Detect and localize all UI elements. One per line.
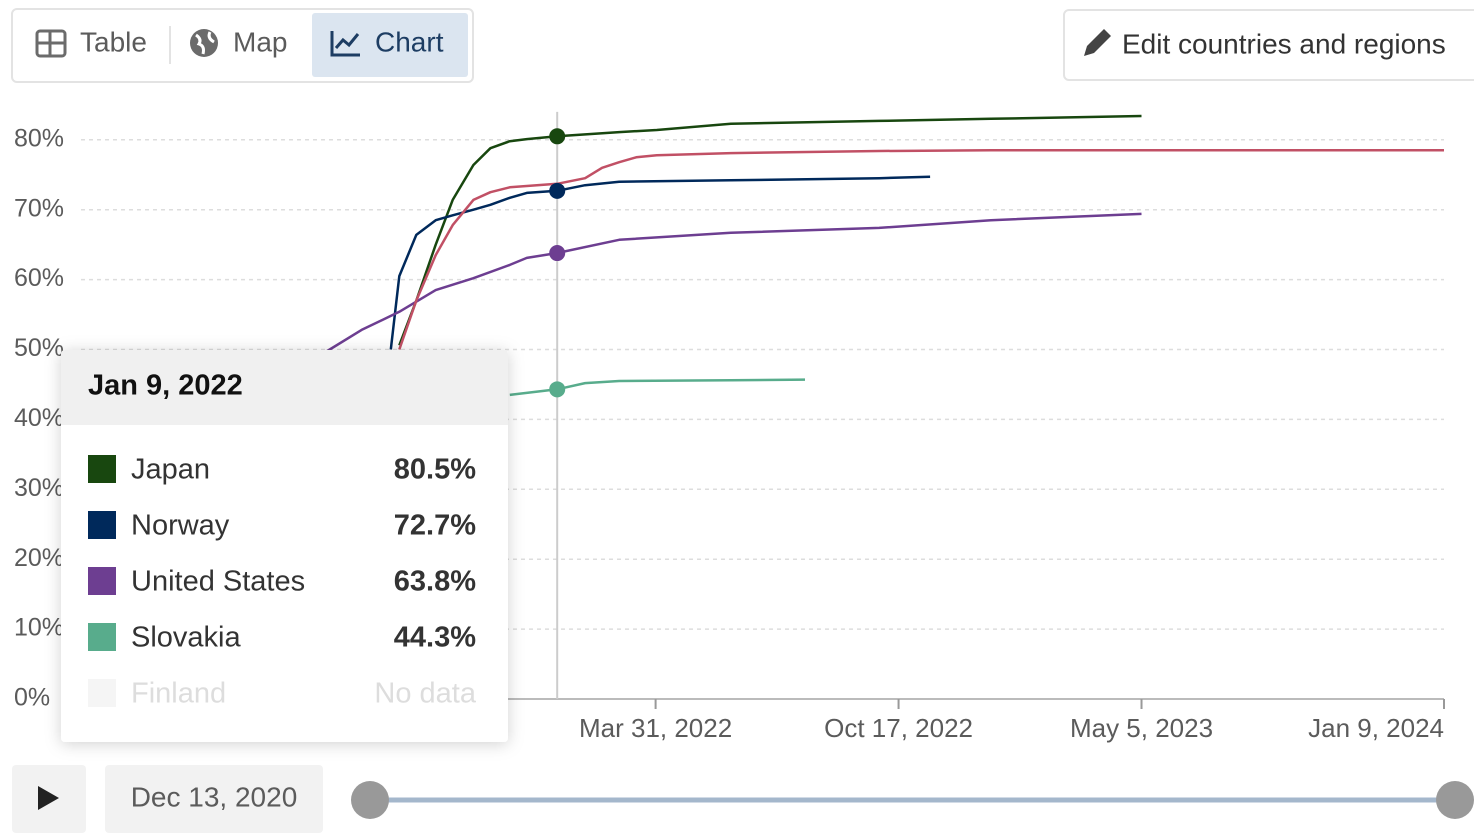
tab-label: Chart — [375, 26, 444, 57]
series-line — [398, 149, 1444, 350]
x-tick-label: Jan 9, 2024 — [1308, 713, 1444, 743]
timeline: Dec 13, 2020 — [12, 765, 1474, 833]
tooltip-swatch — [88, 567, 116, 595]
x-tick-label: Oct 17, 2022 — [824, 713, 973, 743]
tooltip-box — [61, 350, 508, 742]
tooltip-swatch — [88, 511, 116, 539]
tooltip-value: 72.7% — [394, 510, 476, 542]
play-icon — [38, 786, 59, 810]
slider-handle[interactable] — [1436, 781, 1474, 819]
tab-chart[interactable]: Chart — [312, 13, 468, 77]
x-tick-label: May 5, 2023 — [1070, 713, 1213, 743]
y-tick-label: 50% — [14, 334, 64, 362]
tab-map[interactable]: Map — [190, 26, 287, 57]
tooltip-swatch — [88, 623, 116, 651]
start-date-box — [105, 765, 323, 833]
tooltip-value: 63.8% — [394, 566, 476, 598]
tooltip-value: 44.3% — [394, 622, 476, 654]
hover-dot — [549, 381, 566, 398]
y-tick-label: 20% — [14, 544, 64, 572]
x-tick-label: Mar 31, 2022 — [579, 713, 732, 743]
y-tick-label: 70% — [14, 194, 64, 222]
y-tick-label: 0% — [14, 684, 50, 712]
tooltip-name: Finland — [131, 678, 226, 710]
button-box — [1063, 9, 1474, 81]
view-tabs: Table Map Chart — [11, 8, 474, 83]
tab-label: Table — [80, 26, 147, 57]
y-tick-label: 10% — [14, 614, 64, 642]
plot-area: 0% 10% 20% 30% 40% 50% 60% 70% 80% Mar 31, 2022 Oc… — [14, 111, 1445, 743]
tooltip-name: United States — [131, 566, 305, 598]
slider-handle[interactable] — [351, 781, 389, 819]
tooltip-value: 80.5% — [394, 454, 476, 486]
hover-dot — [549, 182, 566, 199]
tooltip-name: Japan — [131, 454, 210, 486]
start-date: Dec 13, 2020 — [131, 781, 298, 812]
tab-table[interactable]: Table — [35, 26, 147, 58]
series-line — [323, 212, 1142, 355]
tooltip-swatch — [88, 679, 116, 707]
tooltip: Jan 9, 2022 Japan 80.5% Norway 72.7% United … — [61, 350, 508, 742]
chart-icon — [330, 31, 360, 57]
pencil-icon — [1084, 29, 1111, 56]
y-tick-label: 60% — [14, 264, 64, 292]
hover-dot — [549, 128, 566, 145]
edit-label: Edit countries and regions — [1122, 28, 1446, 59]
tooltip-swatch — [88, 455, 116, 483]
tooltip-name: Slovakia — [131, 622, 241, 654]
globe-icon — [195, 31, 215, 55]
hover-dot — [549, 245, 566, 262]
y-tick-label: 80% — [14, 124, 64, 152]
tooltip-date: Jan 9, 2022 — [88, 370, 243, 402]
series-line — [389, 175, 931, 350]
tooltip-value: No data — [374, 678, 476, 710]
tooltip-header — [61, 350, 508, 425]
series-line — [398, 114, 1142, 346]
edit-button[interactable]: Edit countries and regions — [1063, 9, 1474, 81]
tooltip-name: Norway — [131, 510, 230, 542]
tab-active — [312, 13, 468, 77]
tab-label: Map — [233, 26, 287, 57]
y-tick-label: 40% — [14, 404, 64, 432]
y-tick-label: 30% — [14, 474, 64, 502]
